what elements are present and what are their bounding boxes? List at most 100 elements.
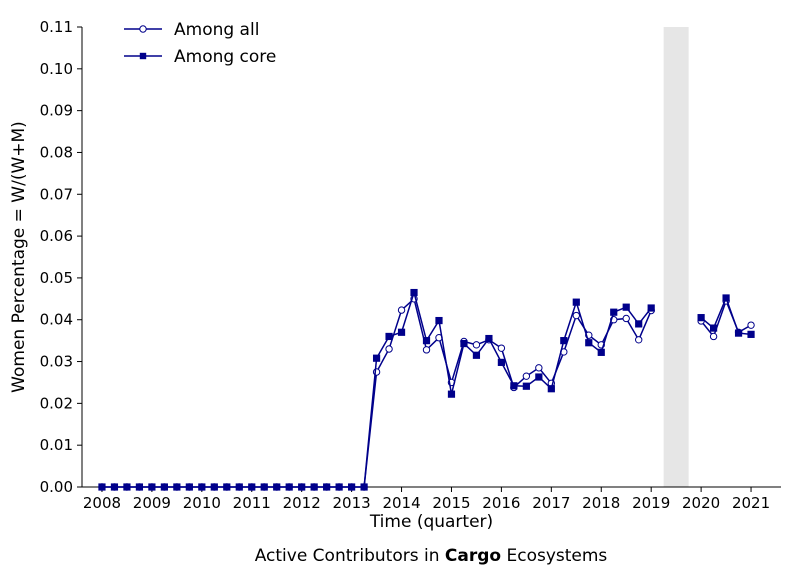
x-tick-label: 2018 — [582, 494, 620, 512]
data-point-square — [572, 298, 580, 306]
data-point-square — [497, 358, 506, 366]
x-tick-label: 2020 — [682, 494, 720, 512]
data-point-circle — [397, 306, 406, 314]
data-point-circle — [747, 321, 755, 329]
data-point-square — [547, 385, 555, 393]
data-point-square — [734, 329, 743, 337]
data-point-square — [348, 483, 356, 491]
data-point-circle — [422, 346, 431, 354]
data-point-square — [460, 339, 468, 348]
shaded-region-layer — [663, 27, 689, 487]
data-point-square — [385, 332, 393, 341]
x-axis-title: Time (quarter) — [369, 512, 493, 532]
data-point-square — [472, 351, 481, 359]
data-point-square — [323, 483, 331, 491]
shaded-gap-region — [663, 27, 689, 487]
data-point-circle — [522, 372, 531, 380]
data-point-square — [285, 483, 293, 491]
legend-label: Among all — [174, 20, 259, 40]
data-point-square — [123, 483, 131, 491]
data-point-square — [747, 330, 755, 338]
caption-ecosystem-name: Cargo — [444, 546, 502, 566]
data-point-square — [535, 373, 543, 381]
legend-marker-circle — [139, 25, 147, 33]
data-point-square — [510, 382, 518, 390]
figure-caption: Active Contributors in Cargo Ecosystems — [0, 546, 792, 566]
series-layer — [98, 288, 755, 491]
data-point-square — [248, 483, 256, 491]
data-point-square — [198, 483, 206, 491]
series-line — [700, 298, 752, 338]
x-tick-label: 2011 — [233, 494, 271, 512]
caption-prefix: Active Contributors in — [254, 546, 445, 566]
data-point-square — [622, 303, 630, 311]
data-point-circle — [635, 336, 643, 344]
x-tick-label: 2010 — [183, 494, 221, 512]
x-tick-label: 2012 — [283, 494, 321, 512]
y-tick-label: 0.10 — [40, 60, 73, 78]
y-tick-label: 0.11 — [40, 18, 73, 36]
data-point-square — [610, 308, 618, 316]
data-point-square — [647, 304, 655, 312]
y-tick-label: 0.06 — [40, 227, 73, 245]
x-tick-label: 2014 — [382, 494, 420, 512]
y-axis-title: Women Percentage = W/(W+M) — [9, 121, 29, 393]
data-point-square — [98, 483, 106, 491]
data-point-square — [635, 320, 643, 328]
data-point-square — [447, 390, 456, 398]
caption-suffix: Ecosystems — [501, 546, 608, 566]
tick-layer: 0.00 0.01 0.02 0.03 0.04 0.05 0.06 0.07 0.08 0.09… — [40, 18, 771, 512]
y-tick-label: 0.08 — [40, 143, 73, 161]
data-point-circle — [535, 364, 543, 372]
data-point-square — [422, 337, 431, 345]
data-point-square — [522, 382, 530, 390]
data-point-square — [410, 288, 418, 297]
data-point-circle — [497, 344, 506, 352]
x-tick-label: 2016 — [482, 494, 520, 512]
y-tick-label: 0.03 — [40, 353, 73, 371]
x-tick-label: 2015 — [432, 494, 470, 512]
data-point-square — [160, 483, 168, 491]
y-tick-label: 0.02 — [40, 394, 73, 412]
y-tick-label: 0.05 — [40, 269, 73, 287]
data-point-circle — [709, 332, 718, 341]
x-tick-label: 2017 — [532, 494, 570, 512]
data-point-square — [185, 483, 193, 491]
legend-label: Among core — [174, 47, 276, 67]
data-point-square — [173, 483, 181, 491]
x-tick-label: 2021 — [732, 494, 770, 512]
x-tick-label: 2013 — [333, 494, 371, 512]
data-point-square — [235, 483, 243, 491]
data-point-square — [397, 328, 406, 336]
data-point-square — [298, 483, 306, 491]
series-line — [101, 289, 652, 488]
data-point-square — [135, 483, 144, 491]
data-point-square — [709, 324, 718, 332]
data-point-square — [310, 483, 318, 491]
y-tick-label: 0.07 — [40, 185, 73, 203]
data-point-square — [597, 348, 605, 356]
data-point-square — [435, 316, 443, 325]
x-tick-label: 2019 — [632, 494, 670, 512]
data-point-circle — [622, 314, 630, 323]
y-tick-label: 0.00 — [40, 478, 73, 496]
series-among-all — [98, 295, 755, 491]
y-tick-label: 0.09 — [40, 102, 73, 120]
data-point-square — [560, 337, 568, 345]
data-point-square — [110, 483, 119, 491]
data-point-square — [260, 483, 268, 491]
data-point-square — [223, 483, 231, 491]
data-point-square — [210, 483, 218, 491]
data-point-square — [335, 483, 343, 491]
data-point-square — [722, 294, 730, 302]
data-point-square — [485, 334, 493, 343]
series-among-core — [98, 288, 755, 491]
data-point-square — [360, 483, 368, 491]
data-point-circle — [472, 341, 481, 349]
data-point-circle — [385, 345, 393, 353]
y-tick-label: 0.01 — [40, 436, 73, 454]
x-tick-label: 2009 — [133, 494, 171, 512]
data-point-square — [372, 354, 381, 362]
legend: Among all Among core — [124, 20, 276, 67]
